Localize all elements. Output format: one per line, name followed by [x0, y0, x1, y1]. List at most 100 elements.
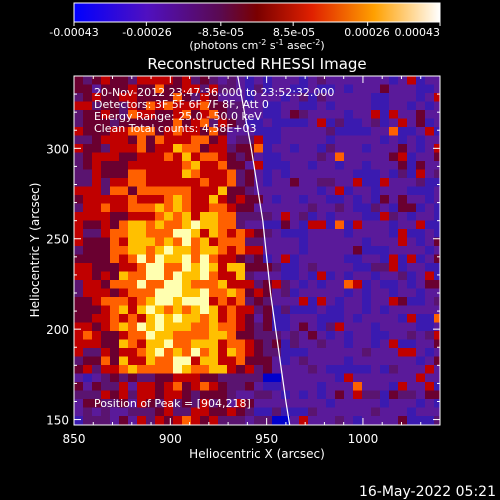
heatmap-cell	[245, 271, 255, 281]
heatmap-cell	[344, 152, 354, 162]
heatmap-cell	[290, 305, 300, 315]
heatmap-cell	[380, 127, 390, 137]
heatmap-cell	[290, 203, 300, 213]
heatmap-cell	[398, 339, 408, 349]
heatmap-cell	[182, 339, 192, 349]
heatmap-cell	[74, 237, 84, 247]
heatmap-cell	[326, 101, 336, 111]
heatmap-cell	[281, 331, 291, 341]
heatmap-cell	[434, 229, 440, 239]
heatmap-cell	[128, 339, 138, 349]
heatmap-cell	[74, 314, 84, 324]
heatmap-cell	[191, 348, 201, 358]
heatmap-cell	[353, 101, 363, 111]
heatmap-cell	[398, 297, 408, 307]
heatmap-cell	[209, 101, 219, 111]
heatmap-cell	[398, 314, 408, 324]
heatmap-cell	[416, 118, 426, 128]
heatmap-cell	[83, 118, 93, 128]
heatmap-cell	[398, 322, 408, 332]
heatmap-cell	[164, 84, 174, 94]
heatmap-cell	[209, 390, 219, 400]
heatmap-cell	[245, 356, 255, 366]
heatmap-cell	[308, 288, 318, 298]
heatmap-cell	[416, 390, 426, 400]
heatmap-cell	[263, 356, 273, 366]
heatmap-cell	[290, 178, 300, 188]
heatmap-cell	[434, 203, 440, 213]
heatmap-cell	[191, 178, 201, 188]
heatmap-cell	[317, 127, 327, 137]
heatmap-cell	[398, 118, 408, 128]
heatmap-cell	[254, 305, 264, 315]
heatmap-cell	[281, 178, 291, 188]
heatmap-cell	[173, 322, 183, 332]
heatmap-cell	[209, 246, 219, 256]
heatmap-cell	[74, 331, 84, 341]
heatmap-cell	[389, 254, 399, 264]
heatmap-cell	[380, 305, 390, 315]
heatmap-cell	[218, 93, 228, 103]
heatmap-cell	[200, 288, 210, 298]
heatmap-cell	[173, 373, 183, 383]
heatmap-cell	[218, 424, 228, 425]
heatmap-cell	[209, 135, 219, 145]
heatmap-cell	[101, 297, 111, 307]
heatmap-cell	[182, 220, 192, 230]
heatmap-cell	[236, 373, 246, 383]
heatmap-cell	[380, 135, 390, 145]
heatmap-cell	[389, 365, 399, 375]
heatmap-cell	[272, 178, 282, 188]
heatmap-cell	[245, 195, 255, 205]
heatmap-cell	[425, 254, 435, 264]
heatmap-cell	[272, 297, 282, 307]
heatmap-cell	[164, 399, 174, 409]
heatmap-cell	[101, 263, 111, 273]
heatmap-cell	[218, 152, 228, 162]
heatmap-cell	[317, 161, 327, 171]
heatmap-cell	[119, 152, 129, 162]
y-tick-label: 300	[46, 142, 69, 156]
heatmap-cell	[191, 339, 201, 349]
heatmap-cell	[137, 246, 147, 256]
heatmap-cell	[434, 237, 440, 247]
heatmap-cell	[398, 382, 408, 392]
heatmap-cell	[236, 152, 246, 162]
heatmap-cell	[236, 339, 246, 349]
heatmap-cell	[209, 229, 219, 239]
heatmap-cell	[200, 382, 210, 392]
heatmap-cell	[380, 161, 390, 171]
heatmap-cell	[155, 84, 165, 94]
heatmap-cell	[299, 203, 309, 213]
heatmap-cell	[353, 390, 363, 400]
heatmap-cell	[74, 399, 84, 409]
heatmap-cell	[407, 305, 417, 315]
heatmap-cell	[155, 144, 165, 154]
heatmap-cell	[83, 186, 93, 196]
heatmap-cell	[101, 186, 111, 196]
heatmap-cell	[218, 365, 228, 375]
heatmap-cell	[254, 280, 264, 290]
heatmap-cell	[209, 169, 219, 179]
heatmap-cell	[128, 101, 138, 111]
heatmap-cell	[362, 76, 372, 86]
heatmap-cell	[209, 203, 219, 213]
heatmap-cell	[110, 152, 120, 162]
heatmap-cell	[371, 271, 381, 281]
heatmap-cell	[92, 356, 102, 366]
heatmap-cell	[164, 135, 174, 145]
heatmap-cell	[380, 118, 390, 128]
heatmap-cell	[227, 254, 237, 264]
heatmap-cell	[101, 178, 111, 188]
heatmap-cell	[218, 254, 228, 264]
annotation-counts: Clean Total counts: 4.58E+03	[94, 122, 257, 135]
heatmap-cell	[389, 305, 399, 315]
heatmap-cell	[425, 237, 435, 247]
heatmap-cell	[425, 390, 435, 400]
heatmap-cell	[227, 416, 237, 425]
heatmap-cell	[335, 220, 345, 230]
heatmap-cell	[263, 127, 273, 137]
heatmap-cell	[299, 84, 309, 94]
heatmap-cell	[110, 254, 120, 264]
heatmap-cell	[164, 407, 174, 417]
